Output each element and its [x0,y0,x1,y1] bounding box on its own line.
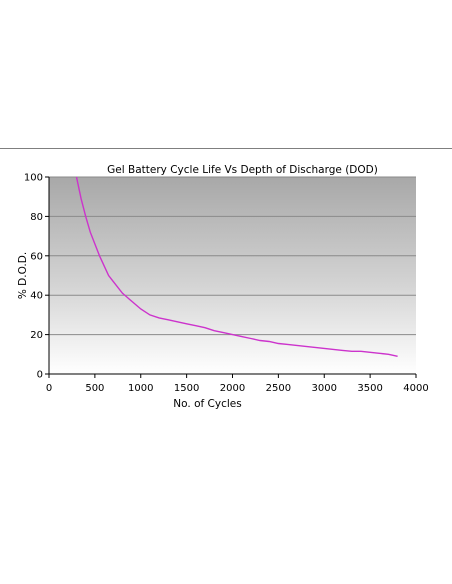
x-tick-label: 2500 [266,383,291,394]
x-tick-label: 4000 [403,383,428,394]
y-tick-label: 0 [37,370,43,381]
x-tick-label: 3500 [357,383,382,394]
y-tick-label: 80 [30,212,43,223]
y-tick-label: 100 [24,173,43,184]
axes [45,176,417,378]
frame-top-border [0,148,452,149]
x-tick-label: 1000 [128,383,153,394]
x-axis-label: No. of Cycles [173,398,241,410]
x-tick-label: 500 [85,383,104,394]
x-tick-label: 3000 [312,383,337,394]
y-tick-label: 40 [30,291,43,302]
y-tick-label: 20 [30,330,43,341]
x-tick-label: 1500 [174,383,199,394]
x-tick-label: 0 [46,383,52,394]
plot-area [49,177,416,374]
y-axis-label: % D.O.D. [17,252,29,299]
y-tick-label: 60 [30,251,43,262]
series-line [75,176,398,357]
x-tick-label: 2000 [220,383,245,394]
chart-title: Gel Battery Cycle Life Vs Depth of Disch… [107,164,378,176]
